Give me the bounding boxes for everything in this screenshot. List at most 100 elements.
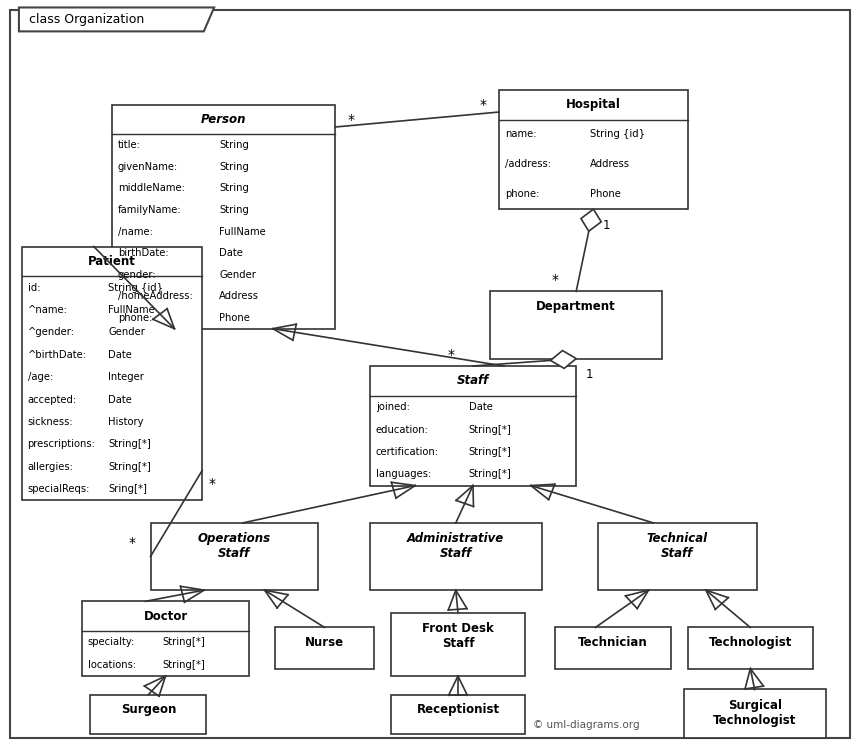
Text: Integer: Integer: [108, 372, 144, 382]
Text: id:: id:: [28, 282, 40, 293]
Text: locations:: locations:: [88, 660, 136, 670]
Text: String: String: [219, 184, 249, 193]
Text: Date: Date: [469, 402, 493, 412]
Text: Staff: Staff: [457, 374, 489, 388]
Text: specialReqs:: specialReqs:: [28, 484, 90, 495]
Bar: [370, 366, 576, 486]
Text: Doctor: Doctor: [144, 610, 187, 623]
Text: Phone: Phone: [590, 189, 621, 199]
Text: Date: Date: [108, 394, 132, 405]
Text: String: String: [219, 205, 249, 215]
Text: Phone: Phone: [219, 313, 250, 323]
Text: String: String: [219, 140, 249, 150]
Bar: [370, 523, 542, 590]
Bar: [490, 291, 662, 359]
Text: FullName: FullName: [219, 226, 266, 237]
Text: specialty:: specialty:: [88, 637, 135, 648]
Text: sickness:: sickness:: [28, 417, 73, 427]
Text: ^gender:: ^gender:: [28, 327, 75, 338]
Text: String: String: [219, 162, 249, 172]
Text: String {id}: String {id}: [590, 129, 645, 140]
Text: 1: 1: [586, 368, 593, 382]
Text: String[*]: String[*]: [469, 424, 512, 435]
Text: Front Desk
Staff: Front Desk Staff: [422, 622, 494, 650]
Text: History: History: [108, 417, 144, 427]
Bar: [22, 247, 202, 500]
Text: joined:: joined:: [376, 402, 409, 412]
Text: String {id}: String {id}: [108, 282, 163, 293]
Text: title:: title:: [118, 140, 141, 150]
Bar: [275, 627, 374, 669]
Text: © uml-diagrams.org: © uml-diagrams.org: [533, 719, 640, 730]
Text: Administrative
Staff: Administrative Staff: [407, 532, 505, 560]
Bar: [598, 523, 757, 590]
Text: /age:: /age:: [28, 372, 52, 382]
Bar: [391, 613, 525, 676]
Text: allergies:: allergies:: [28, 462, 73, 472]
Text: Technician: Technician: [578, 636, 648, 649]
Text: phone:: phone:: [118, 313, 152, 323]
Bar: [684, 689, 826, 738]
Text: Address: Address: [219, 291, 259, 301]
Text: String[*]: String[*]: [108, 462, 151, 472]
Text: Sring[*]: Sring[*]: [108, 484, 147, 495]
Text: 1: 1: [603, 219, 610, 232]
Text: /homeAddress:: /homeAddress:: [118, 291, 193, 301]
Text: class Organization: class Organization: [29, 13, 144, 26]
Text: String[*]: String[*]: [469, 447, 512, 457]
Text: gender:: gender:: [118, 270, 157, 279]
Text: Department: Department: [537, 300, 616, 313]
Text: certification:: certification:: [376, 447, 439, 457]
Bar: [688, 627, 813, 669]
Text: Surgical
Technologist: Surgical Technologist: [713, 698, 796, 727]
Polygon shape: [550, 350, 576, 368]
Text: Date: Date: [219, 248, 243, 258]
Text: Nurse: Nurse: [305, 636, 344, 649]
Text: *: *: [551, 273, 558, 287]
Text: ^birthDate:: ^birthDate:: [28, 350, 87, 360]
Bar: [82, 601, 249, 676]
Text: String[*]: String[*]: [163, 637, 205, 648]
Text: Operations
Staff: Operations Staff: [198, 532, 271, 560]
Bar: [499, 90, 688, 209]
Polygon shape: [19, 7, 214, 31]
Text: *: *: [128, 536, 135, 550]
Text: String[*]: String[*]: [469, 469, 512, 480]
Text: *: *: [480, 98, 487, 111]
Text: Gender: Gender: [219, 270, 256, 279]
Text: phone:: phone:: [505, 189, 539, 199]
Bar: [391, 695, 525, 734]
Text: name:: name:: [505, 129, 537, 140]
Polygon shape: [581, 209, 601, 232]
Text: String[*]: String[*]: [108, 439, 151, 450]
Bar: [150, 523, 318, 590]
Text: *: *: [347, 113, 354, 126]
Text: Person: Person: [201, 113, 246, 126]
Text: familyName:: familyName:: [118, 205, 181, 215]
Bar: [90, 695, 206, 734]
Bar: [555, 627, 671, 669]
Text: birthDate:: birthDate:: [118, 248, 169, 258]
Text: Technologist: Technologist: [709, 636, 792, 649]
Text: *: *: [448, 348, 455, 362]
Text: /address:: /address:: [505, 159, 550, 170]
Text: Date: Date: [108, 350, 132, 360]
Text: givenName:: givenName:: [118, 162, 178, 172]
Text: education:: education:: [376, 424, 428, 435]
Text: String[*]: String[*]: [163, 660, 205, 670]
Text: ^name:: ^name:: [28, 305, 67, 315]
Text: middleName:: middleName:: [118, 184, 185, 193]
Text: Surgeon: Surgeon: [120, 703, 176, 716]
Text: Patient: Patient: [88, 255, 136, 268]
Text: FullName: FullName: [108, 305, 155, 315]
Text: languages:: languages:: [376, 469, 431, 480]
Text: /name:: /name:: [118, 226, 153, 237]
Text: Gender: Gender: [108, 327, 145, 338]
Text: accepted:: accepted:: [28, 394, 77, 405]
Text: Hospital: Hospital: [566, 98, 621, 111]
Text: Address: Address: [590, 159, 630, 170]
Text: *: *: [209, 477, 216, 491]
Text: Technical
Staff: Technical Staff: [647, 532, 708, 560]
Text: Receptionist: Receptionist: [416, 703, 500, 716]
Bar: [112, 105, 335, 329]
